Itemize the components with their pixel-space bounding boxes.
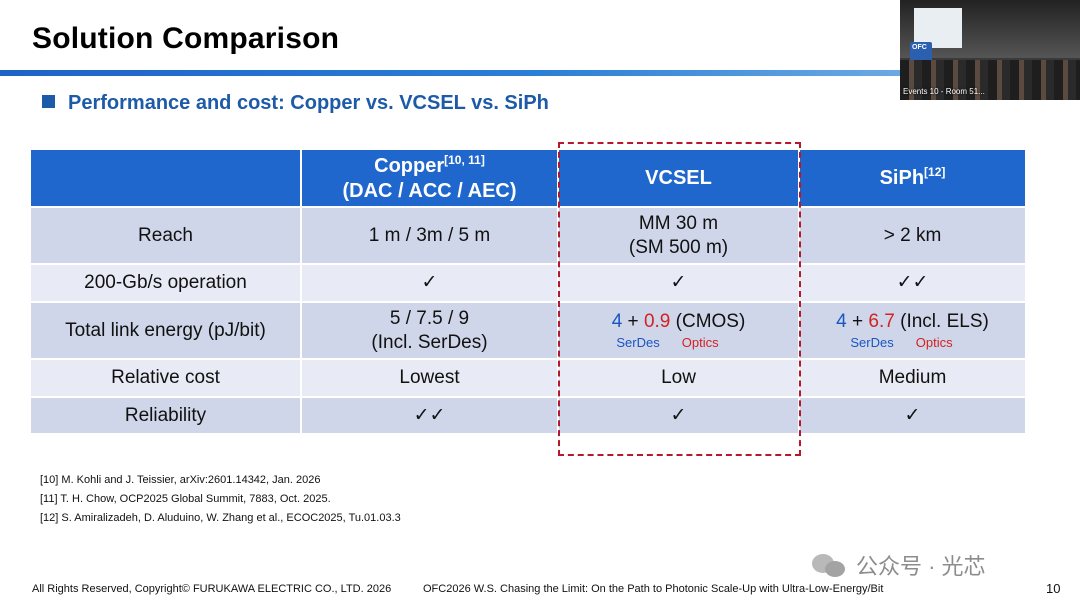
row-label-reach: Reach (31, 207, 302, 265)
cell-vcsel-energy: 4 + 0.9 (CMOS) SerDes Optics (558, 302, 800, 360)
header-vcsel: VCSEL (558, 150, 800, 208)
cell-vcsel-cost: Low (558, 359, 800, 398)
siph-optics-label: Optics (915, 335, 953, 351)
comparison-table: Copper[10, 11] (DAC / ACC / AEC) VCSEL S… (31, 150, 1027, 435)
table-row-reliability: Reliability ✓✓ ✓ ✓ (31, 397, 1027, 435)
header-siph-name: SiPh (879, 167, 925, 189)
slide-subtitle: Performance and cost: Copper vs. VCSEL v… (42, 92, 549, 115)
reference-12: [12] S. Amiralizadeh, D. Aluduino, W. Zh… (40, 512, 401, 524)
siph-plus: + (852, 310, 864, 332)
watermark: 公众号 · 光芯 (812, 549, 986, 581)
cell-copper-energy-line2: (Incl. SerDes) (371, 331, 488, 353)
row-label-operation: 200-Gb/s operation (31, 264, 302, 303)
stage-screen (914, 8, 962, 48)
subtitle-text: Performance and cost: Copper vs. VCSEL v… (68, 92, 549, 114)
row-label-energy: Total link energy (pJ/bit) (31, 302, 302, 360)
row-label-cost: Relative cost (31, 359, 302, 398)
podium-logo: OFC (912, 44, 927, 51)
header-copper: Copper[10, 11] (DAC / ACC / AEC) (301, 150, 559, 208)
siph-energy-note: (Incl. ELS) (900, 310, 989, 332)
siph-optics-value: 6.7 (868, 310, 895, 332)
header-siph-ref: [12] (924, 165, 946, 179)
video-caption: Events 10 - Room 51... (903, 87, 985, 96)
watermark-text: 公众号 · 光芯 (856, 554, 986, 579)
slide-title: Solution Comparison (32, 22, 340, 55)
cell-copper-reliability: ✓✓ (301, 397, 559, 435)
cell-vcsel-reach-line1: MM 30 m (638, 212, 719, 234)
vcsel-serdes-label: SerDes (616, 335, 660, 351)
header-blank (31, 150, 302, 208)
vcsel-plus: + (627, 310, 639, 332)
video-thumbnail[interactable]: OFC Events 10 - Room 51... (900, 0, 1080, 100)
footer-copyright: All Rights Reserved, Copyright© FURUKAWA… (32, 583, 392, 595)
vcsel-optics-label: Optics (681, 335, 719, 351)
table-row-cost: Relative cost Lowest Low Medium (31, 359, 1027, 398)
siph-serdes-label: SerDes (850, 335, 894, 351)
table-row-energy: Total link energy (pJ/bit) 5 / 7.5 / 9 (… (31, 302, 1027, 360)
vcsel-energy-legend: SerDes Optics (559, 335, 798, 351)
cell-siph-reliability: ✓ (799, 397, 1027, 435)
cell-vcsel-reach: MM 30 m (SM 500 m) (558, 207, 800, 265)
footer-event: OFC2026 W.S. Chasing the Limit: On the P… (423, 583, 884, 595)
siph-serdes-value: 4 (836, 310, 847, 332)
row-label-reliability: Reliability (31, 397, 302, 435)
cell-vcsel-operation: ✓ (558, 264, 800, 303)
cell-siph-reach: > 2 km (799, 207, 1027, 265)
cell-vcsel-reach-line2: (SM 500 m) (628, 236, 729, 258)
references: [10] M. Kohli and J. Teissier, arXiv:260… (40, 471, 401, 528)
cell-copper-energy: 5 / 7.5 / 9 (Incl. SerDes) (301, 302, 559, 360)
reference-10: [10] M. Kohli and J. Teissier, arXiv:260… (40, 474, 321, 486)
siph-energy-legend: SerDes Optics (800, 335, 1025, 351)
cell-copper-operation: ✓ (301, 264, 559, 303)
cell-copper-cost: Lowest (301, 359, 559, 398)
cell-siph-cost: Medium (799, 359, 1027, 398)
cell-siph-energy: 4 + 6.7 (Incl. ELS) SerDes Optics (799, 302, 1027, 360)
header-copper-sub: (DAC / ACC / AEC) (342, 179, 517, 202)
header-siph: SiPh[12] (799, 150, 1027, 208)
cell-vcsel-reliability: ✓ (558, 397, 800, 435)
vcsel-optics-value: 0.9 (643, 310, 671, 332)
wechat-icon (812, 552, 848, 578)
square-bullet-icon (42, 95, 55, 108)
vcsel-energy-note: (CMOS) (675, 310, 746, 332)
page-number: 10 (1046, 581, 1061, 596)
vcsel-energy-main: 4 + 0.9 (CMOS) (559, 310, 798, 334)
table-header-row: Copper[10, 11] (DAC / ACC / AEC) VCSEL S… (31, 150, 1027, 208)
vcsel-serdes-value: 4 (611, 310, 623, 332)
cell-siph-operation: ✓✓ (799, 264, 1027, 303)
header-copper-name: Copper (374, 154, 445, 177)
cell-copper-energy-line1: 5 / 7.5 / 9 (389, 307, 470, 329)
siph-energy-main: 4 + 6.7 (Incl. ELS) (800, 310, 1025, 334)
audience (900, 60, 1080, 100)
cell-copper-reach: 1 m / 3m / 5 m (301, 207, 559, 265)
vcsel-highlight-box (558, 142, 801, 456)
reference-11: [11] T. H. Chow, OCP2025 Global Summit, … (40, 493, 331, 505)
title-rule (0, 70, 900, 76)
header-copper-ref: [10, 11] (444, 152, 485, 167)
table-row-operation: 200-Gb/s operation ✓ ✓ ✓✓ (31, 264, 1027, 303)
table-row-reach: Reach 1 m / 3m / 5 m MM 30 m (SM 500 m) … (31, 207, 1027, 265)
